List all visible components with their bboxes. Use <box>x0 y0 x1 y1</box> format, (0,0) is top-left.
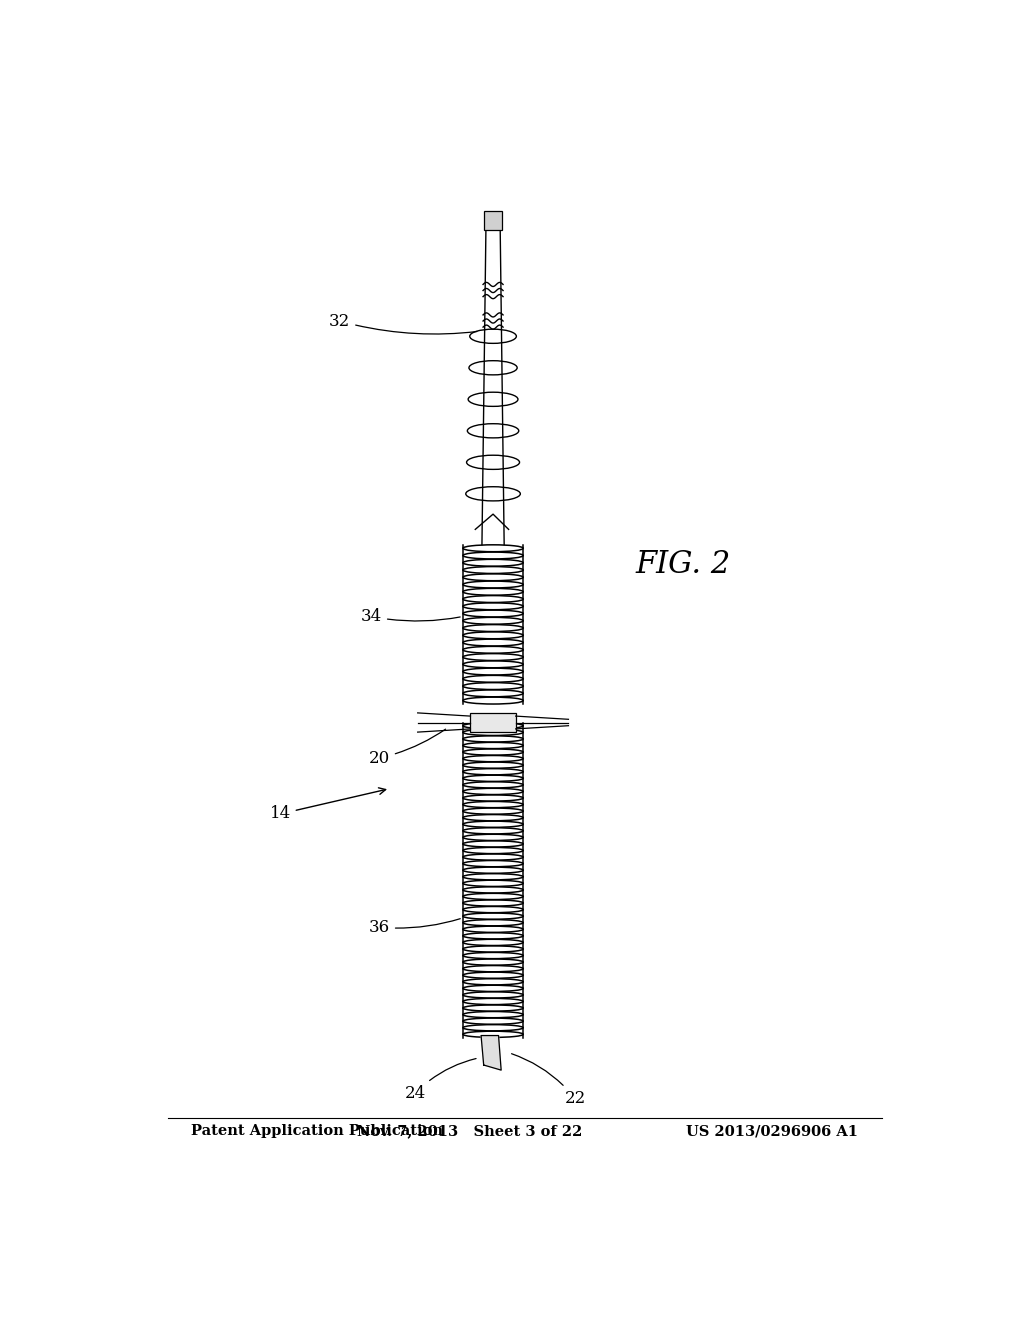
Text: US 2013/0296906 A1: US 2013/0296906 A1 <box>686 1125 858 1138</box>
Text: 22: 22 <box>512 1053 586 1107</box>
Text: 24: 24 <box>404 1059 476 1102</box>
Text: 20: 20 <box>369 729 445 767</box>
Bar <box>470 713 516 731</box>
Text: Patent Application Publication: Patent Application Publication <box>191 1125 443 1138</box>
Text: Nov. 7, 2013   Sheet 3 of 22: Nov. 7, 2013 Sheet 3 of 22 <box>356 1125 582 1138</box>
Text: 32: 32 <box>329 313 477 334</box>
Polygon shape <box>482 230 504 545</box>
Polygon shape <box>481 1036 501 1071</box>
Text: 14: 14 <box>269 788 386 822</box>
Text: 34: 34 <box>360 609 460 624</box>
Bar <box>466 545 520 704</box>
Bar <box>466 722 520 1038</box>
Text: 36: 36 <box>369 919 460 936</box>
Text: FIG. 2: FIG. 2 <box>636 549 731 581</box>
Bar <box>484 211 502 230</box>
